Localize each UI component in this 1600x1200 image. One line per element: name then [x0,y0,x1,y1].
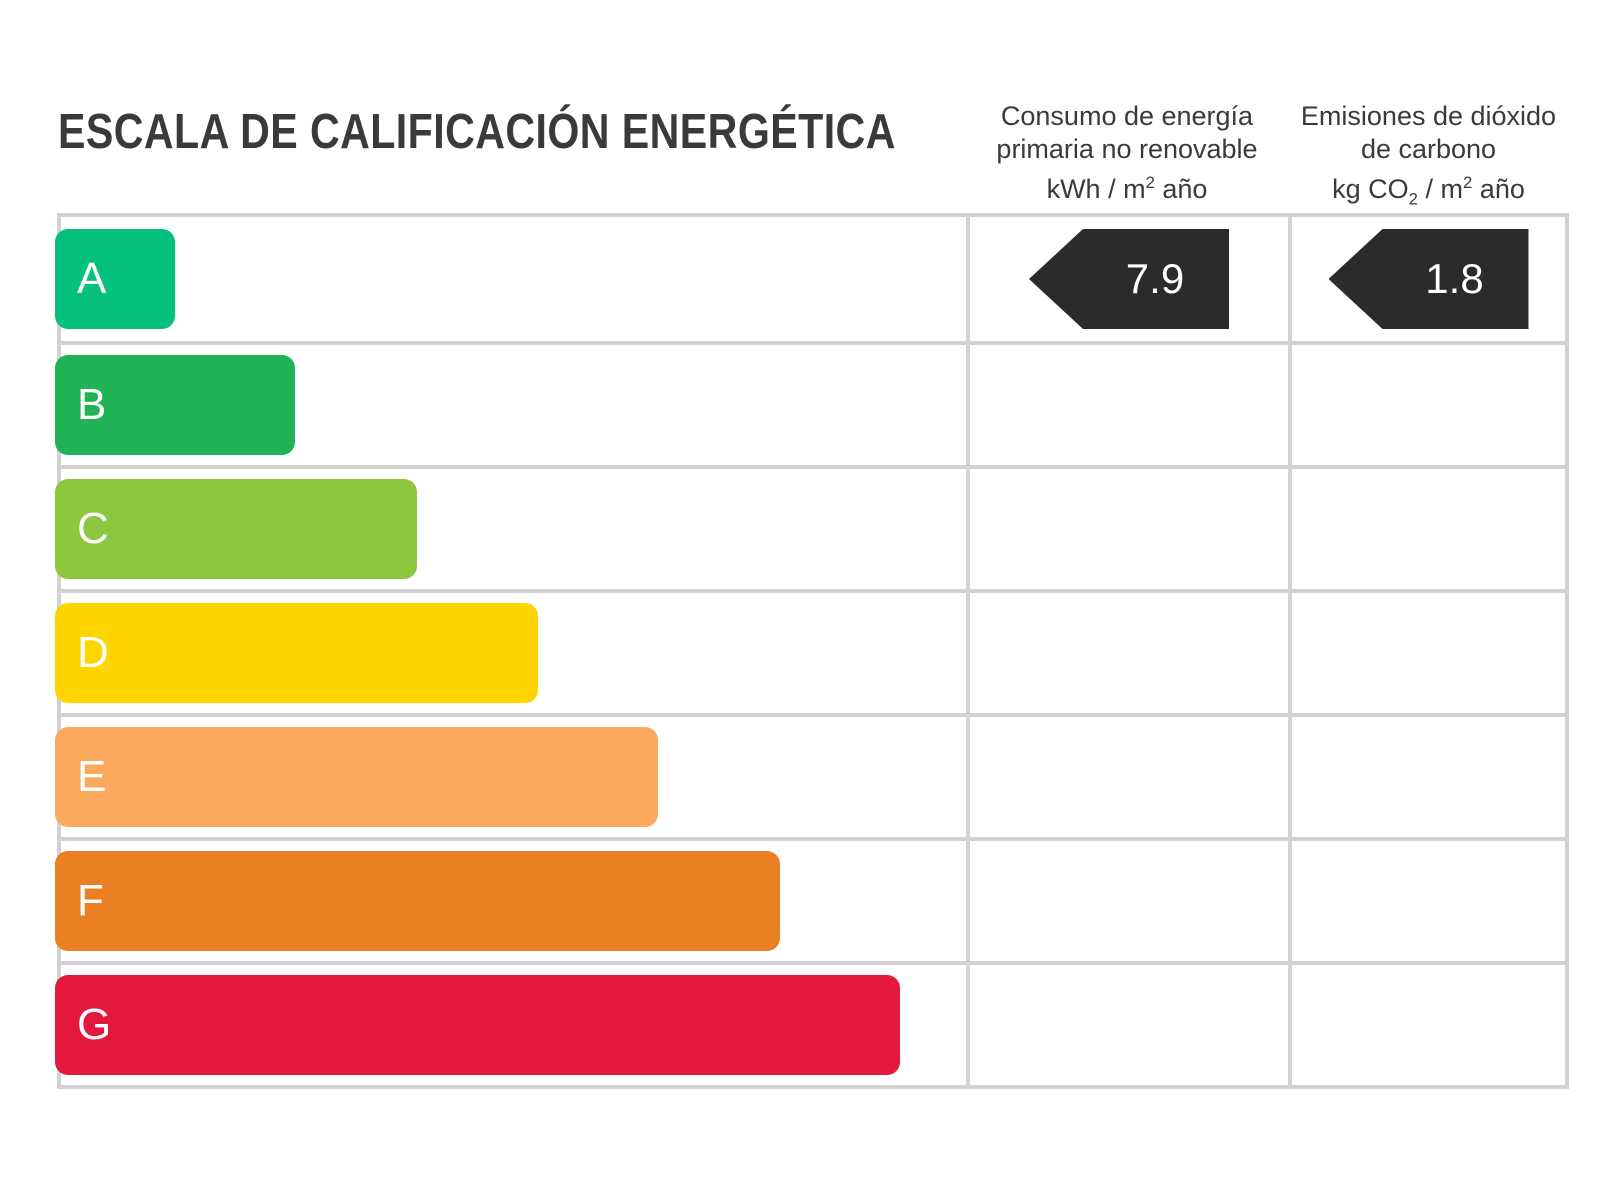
consumption-value-cell [966,469,1288,589]
consumption-header-line1: Consumo de energía [1000,101,1254,131]
consumption-indicator-arrow: 7.9 [1029,229,1229,329]
rating-scale-cell: F [55,841,966,961]
emissions-value-cell [1288,717,1565,837]
rating-bar-a: A [55,229,175,329]
emissions-value-cell: 1.8 [1288,217,1565,341]
emissions-value-cell [1288,965,1565,1085]
rating-scale-cell: E [55,717,966,837]
consumption-header-units: kWh / m2 año [1046,173,1208,204]
rating-scale-cell: G [55,965,966,1085]
rating-letter-b: B [77,380,107,429]
rating-row-b: B [55,341,1565,465]
rating-bar-f: F [55,851,780,951]
rating-bar-c: C [55,479,417,579]
rating-letter-e: E [77,752,107,801]
rating-bar-g: G [55,975,900,1075]
rating-letter-f: F [77,876,104,925]
emissions-value-cell [1288,593,1565,713]
rating-letter-d: D [77,628,109,677]
rating-bar-b: B [55,355,295,455]
rating-scale-cell: C [55,469,966,589]
emissions-indicator-arrow: 1.8 [1328,229,1529,329]
rating-scale-cell: A [55,217,966,341]
emissions-value: 1.8 [1425,255,1484,302]
emissions-value-cell [1288,469,1565,589]
emissions-value-cell [1288,345,1565,465]
consumption-value: 7.9 [1125,255,1185,302]
consumption-value-cell [966,841,1288,961]
consumption-value-cell [966,965,1288,1085]
rating-row-e: E [55,713,1565,837]
rating-row-f: F [55,837,1565,961]
rating-bar-e: E [55,727,658,827]
consumption-value-cell [966,345,1288,465]
rating-row-c: C [55,465,1565,589]
rating-row-a: A 7.9 1.8 [55,217,1565,341]
rating-letter-a: A [77,254,107,303]
rating-scale-cell: B [55,345,966,465]
page-title: ESCALA DE CALIFICACIÓN ENERGÉTICA [58,105,896,159]
rating-letter-g: G [77,1000,112,1049]
emissions-column-header: Emisiones de dióxido de carbono kg CO2 /… [1288,100,1569,215]
rating-scale-cell: D [55,593,966,713]
consumption-value-cell [966,593,1288,713]
emissions-header-line2: de carbono [1360,134,1497,164]
emissions-value-cell [1288,841,1565,961]
consumption-header-line2: primaria no renovable [996,134,1258,164]
consumption-value-cell [966,717,1288,837]
consumption-value-cell: 7.9 [966,217,1288,341]
consumption-column-header: Consumo de energía primaria no renovable… [966,100,1288,206]
rating-letter-c: C [77,504,109,553]
emissions-header-line1: Emisiones de dióxido [1300,101,1557,131]
rating-row-d: D [55,589,1565,713]
emissions-header-units: kg CO2 / m2 año [1332,173,1525,209]
rating-table: A 7.9 1.8 B C D [55,213,1569,1089]
rating-row-g: G [55,961,1565,1085]
rating-bar-d: D [55,603,538,703]
